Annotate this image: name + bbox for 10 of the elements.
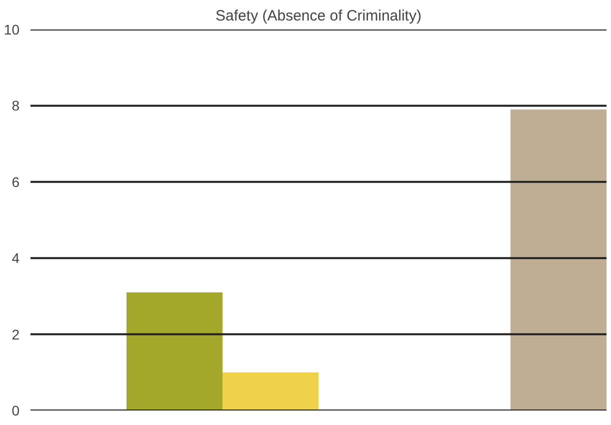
y-tick-label: 4 [12, 250, 20, 266]
bar [126, 292, 222, 410]
y-tick-label: 2 [12, 326, 20, 342]
y-tick-label: 6 [12, 174, 20, 190]
y-tick-label: 0 [12, 402, 20, 418]
bar [222, 372, 318, 410]
chart-title: Safety (Absence of Criminality) [216, 8, 422, 24]
y-tick-label: 10 [4, 22, 20, 38]
y-tick-label: 8 [12, 98, 20, 114]
bar [510, 110, 606, 410]
